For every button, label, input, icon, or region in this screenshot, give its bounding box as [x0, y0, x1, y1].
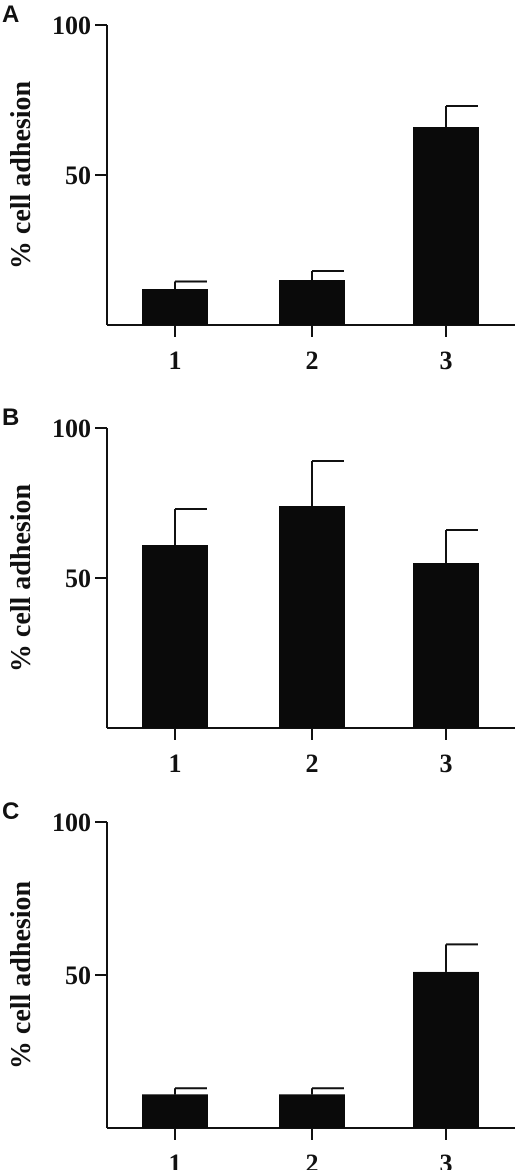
x-tick-label: 1 [169, 346, 182, 375]
y-tick-label: 50 [65, 961, 91, 990]
x-tick-label: 3 [440, 1149, 453, 1170]
x-tick-label: 3 [440, 749, 453, 778]
bar-2 [279, 506, 345, 728]
y-axis-title: % cell adhesion [6, 483, 37, 672]
y-tick-label: 100 [52, 808, 91, 837]
bar-1 [142, 1094, 208, 1128]
x-tick-label: 3 [440, 346, 453, 375]
chart-panel-a: A % cell adhesion 50 100 1 2 3 [2, 1, 515, 375]
y-tick-label: 50 [65, 161, 91, 190]
x-tick-label: 2 [306, 346, 319, 375]
panel-letter: B [2, 404, 19, 431]
bar-3 [413, 127, 479, 325]
bar-3 [413, 563, 479, 728]
bar-1 [142, 545, 208, 728]
bar-3 [413, 971, 479, 1128]
x-tick-label: 2 [306, 1149, 319, 1170]
x-tick-label: 1 [169, 1149, 182, 1170]
y-tick-label: 50 [65, 564, 91, 593]
y-tick-label: 100 [52, 414, 91, 443]
y-axis-title: % cell adhesion [6, 80, 37, 269]
panel-letter: C [2, 798, 19, 825]
y-tick-label: 100 [52, 11, 91, 40]
chart-panel-c: C % cell adhesion 50 100 1 2 3 [2, 798, 515, 1170]
chart-panel-b: B % cell adhesion 50 100 1 2 3 [2, 404, 515, 778]
x-tick-label: 1 [169, 749, 182, 778]
bar-2 [279, 280, 345, 325]
y-axis-title: % cell adhesion [6, 880, 37, 1069]
x-tick-label: 2 [306, 749, 319, 778]
bar-1 [142, 289, 208, 325]
panel-letter: A [2, 1, 19, 28]
bar-2 [279, 1094, 345, 1128]
